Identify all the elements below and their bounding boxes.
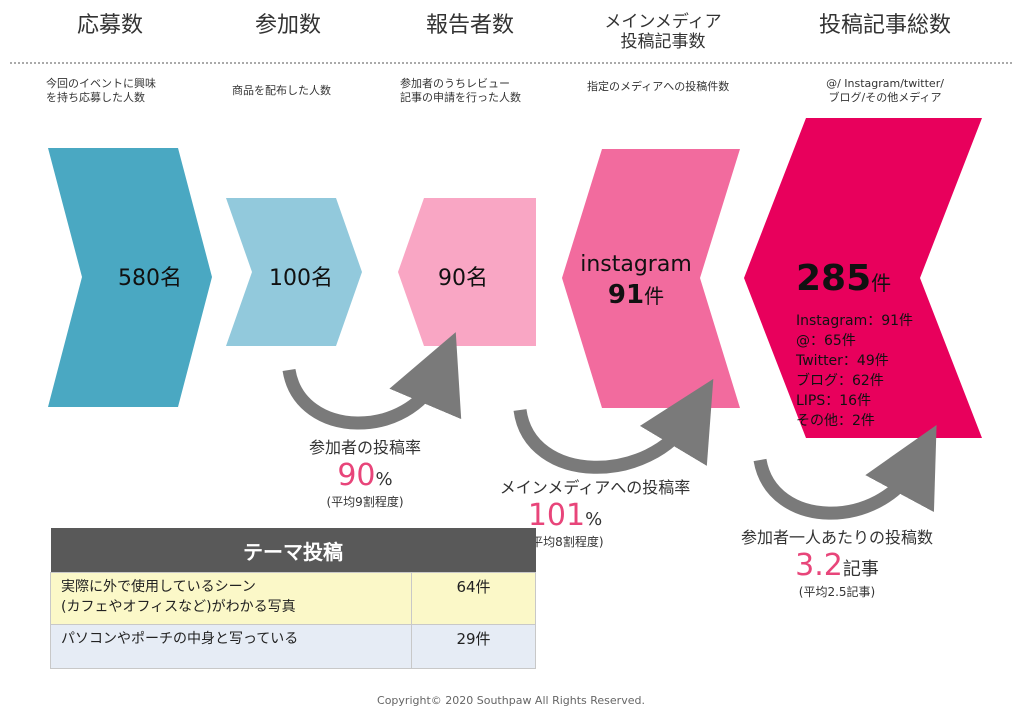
theme-row-1-text-line2: (カフェやオフィスなど)がわかる写真 xyxy=(61,599,296,615)
value-applicants: 580名 xyxy=(118,266,182,291)
rate-participant-post-label: 参加者の投稿率 xyxy=(308,438,421,457)
curved-arrow-3 xyxy=(753,424,937,520)
desc-participants-line1: 商品を配布した人数 xyxy=(232,84,331,97)
theme-row-1-count: 64件 xyxy=(411,572,536,625)
value-participants: 100名 xyxy=(269,266,333,291)
total-breakdown: Instagram：91件 @：65件 Twitter：49件 ブログ：62件 … xyxy=(796,311,956,431)
rate-per-participant-label: 参加者一人あたりの投稿数 xyxy=(740,528,933,547)
rate-main-media-post-label: メインメディアへの投稿率 xyxy=(499,478,691,497)
desc-applicants-line2: を持ち応募した人数 xyxy=(46,91,145,104)
header-main-media-line1: メインメディア xyxy=(604,12,722,32)
header-applicants: 応募数 xyxy=(76,13,143,38)
rate-per-participant-note: (平均2.5記事) xyxy=(798,585,876,599)
rate-main-media-post-value-line: 101% xyxy=(410,498,720,533)
value-main-media-name: instagram xyxy=(580,252,692,277)
header-total: 投稿記事総数 xyxy=(818,13,951,38)
breakdown-instagram: Instagram：91件 xyxy=(796,313,914,329)
rate-participant-post-unit: % xyxy=(375,469,393,490)
breakdown-other: その他：2件 xyxy=(796,413,875,429)
header-participants: 参加数 xyxy=(254,13,321,38)
desc-reporters-line1: 参加者のうちレビュー xyxy=(400,77,510,90)
breakdown-at: @：65件 xyxy=(796,333,856,349)
theme-row-1-text-line1: 実際に外で使用しているシーン xyxy=(61,579,256,595)
desc-total-line1: @/ Instagram/twitter/ xyxy=(826,77,944,90)
desc-applicants: 今回のイベントに興味 を持ち応募した人数 xyxy=(46,77,156,105)
value-total: 285件 xyxy=(796,258,956,299)
rate-per-participant-value-line: 3.2記事 xyxy=(712,548,962,583)
main-media-unit: 件 xyxy=(644,284,665,308)
theme-table-title: テーマ投稿 xyxy=(50,528,536,573)
theme-table-header-row: テーマ投稿 xyxy=(50,528,536,573)
theme-row-1-text: 実際に外で使用しているシーン (カフェやオフィスなど)がわかる写真 xyxy=(50,572,412,625)
desc-reporters: 参加者のうちレビュー 記事の申請を行った人数 xyxy=(400,77,521,105)
desc-participants: 商品を配布した人数 xyxy=(232,84,331,98)
total-number: 285 xyxy=(796,258,872,299)
header-main-media: メインメディア 投稿記事数 xyxy=(578,12,748,52)
main-media-number: 91 xyxy=(607,280,645,310)
chevron-applicants xyxy=(48,148,212,407)
value-main-media-count: 91件 xyxy=(566,280,706,310)
desc-applicants-line1: 今回のイベントに興味 xyxy=(46,77,156,90)
value-reporters: 90名 xyxy=(438,266,488,291)
chevron-total xyxy=(744,118,982,438)
rate-participant-post: 参加者の投稿率 90% (平均9割程度) xyxy=(285,438,445,510)
table-row: パソコンやポーチの中身と写っている 29件 xyxy=(50,624,536,669)
theme-row-2-text: パソコンやポーチの中身と写っている xyxy=(50,624,412,669)
rate-main-media-post-note: (平均8割程度) xyxy=(526,535,604,549)
curved-arrow-2 xyxy=(513,378,714,474)
rate-participant-post-note: (平均9割程度) xyxy=(326,495,404,509)
total-unit: 件 xyxy=(871,271,892,295)
rate-per-participant-value: 3.2 xyxy=(795,548,843,583)
breakdown-blog: ブログ：62件 xyxy=(796,373,884,389)
desc-main-media: 指定のメディアへの投稿件数 xyxy=(587,80,729,94)
rate-participant-post-value: 90 xyxy=(337,458,376,493)
table-row: 実際に外で使用しているシーン (カフェやオフィスなど)がわかる写真 64件 xyxy=(50,572,536,625)
header-reporters: 報告者数 xyxy=(425,13,514,38)
breakdown-lips: LIPS：16件 xyxy=(796,393,872,409)
rate-per-participant-unit: 記事 xyxy=(842,559,879,580)
rate-main-media-post: メインメディアへの投稿率 101% (平均8割程度) xyxy=(470,478,720,550)
desc-total-line2: ブログ/その他メディア xyxy=(828,91,942,104)
rate-per-participant: 参加者一人あたりの投稿数 3.2記事 (平均2.5記事) xyxy=(712,528,962,600)
chevron-participants xyxy=(226,198,362,346)
copyright: Copyright© 2020 Southpaw All Rights Rese… xyxy=(377,694,645,707)
rate-main-media-post-value: 101 xyxy=(527,498,586,533)
chevron-reporters xyxy=(398,198,536,346)
header-main-media-line2: 投稿記事数 xyxy=(620,32,706,52)
chevron-main-media xyxy=(562,149,740,408)
theme-table: テーマ投稿 実際に外で使用しているシーン (カフェやオフィスなど)がわかる写真 … xyxy=(50,528,536,669)
dotted-separator xyxy=(10,62,1012,64)
rate-participant-post-value-line: 90% xyxy=(285,458,445,493)
curved-arrow-1 xyxy=(282,332,462,430)
rate-main-media-post-unit: % xyxy=(585,509,603,530)
theme-row-2-text-line1: パソコンやポーチの中身と写っている xyxy=(61,631,299,647)
desc-total: @/ Instagram/twitter/ ブログ/その他メディア xyxy=(800,77,970,105)
breakdown-twitter: Twitter：49件 xyxy=(796,353,889,369)
theme-row-2-count: 29件 xyxy=(411,624,536,669)
desc-reporters-line2: 記事の申請を行った人数 xyxy=(400,91,521,104)
desc-main-media-line1: 指定のメディアへの投稿件数 xyxy=(587,80,730,93)
